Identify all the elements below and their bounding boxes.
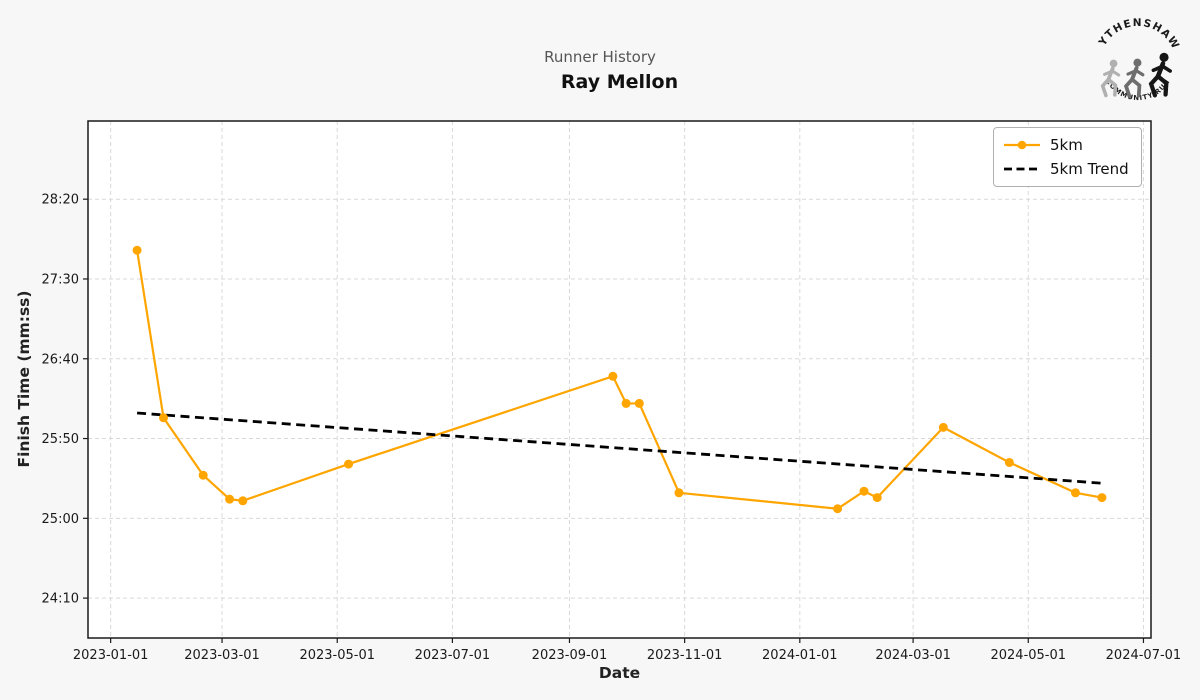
- x-tick-label: 2023-05-01: [299, 648, 375, 663]
- legend-series-sample: [1004, 140, 1040, 150]
- x-tick-label: 2024-05-01: [990, 648, 1066, 663]
- runner-icon: [1126, 59, 1143, 97]
- x-tick-label: 2023-07-01: [415, 648, 491, 663]
- x-tick-label: 2024-07-01: [1106, 648, 1182, 663]
- data-point-2024-06-09: [1097, 493, 1107, 503]
- legend-item-label: 5km: [1050, 136, 1083, 154]
- logo-top-text: WYTHENSHAWE: [1080, 8, 1182, 52]
- data-point-2023-01-15: [132, 245, 142, 255]
- legend-item-5km-trend: 5km Trend: [1003, 160, 1132, 178]
- y-tick-label: 25:00: [42, 512, 79, 527]
- y-tick-label: 26:40: [42, 352, 79, 367]
- x-tick-label: 2024-03-01: [875, 648, 951, 663]
- data-point-2024-03-17: [938, 422, 948, 432]
- data-point-2023-10-29: [674, 488, 684, 498]
- community-run-logo: WYTHENSHAWE COMMUNITY RUN: [1080, 8, 1182, 102]
- data-point-2024-02-11: [872, 493, 882, 503]
- x-tick-label: 2023-03-01: [184, 648, 260, 663]
- legend-trend-sample: [1004, 167, 1040, 171]
- legend-series-marker: [1017, 140, 1027, 150]
- x-tick-label: 2023-01-01: [73, 648, 149, 663]
- data-point-2024-01-21: [833, 504, 843, 514]
- data-point-2023-05-07: [344, 459, 354, 469]
- trend-line-5km: [136, 411, 1103, 485]
- x-tick-label: 2023-11-01: [647, 648, 723, 663]
- data-point-2023-10-08: [634, 398, 644, 408]
- data-point-2023-03-12: [238, 496, 248, 506]
- page-title: Ray Mellon: [560, 71, 679, 93]
- data-point-2023-02-19: [198, 470, 208, 480]
- x-axis-label: Date: [598, 664, 641, 682]
- y-tick-label: 24:10: [42, 592, 79, 607]
- y-tick-label: 25:50: [42, 432, 79, 447]
- x-tick-label: 2023-09-01: [532, 648, 608, 663]
- legend-item-label: 5km Trend: [1050, 160, 1129, 178]
- data-point-2023-09-24: [608, 371, 618, 381]
- y-axis-label: Finish Time (mm:ss): [15, 290, 33, 468]
- data-point-2024-02-04: [859, 486, 869, 496]
- chart-subtitle: Runner History: [544, 48, 656, 66]
- axes-spines: [87, 120, 1152, 639]
- x-tick-label: 2024-01-01: [762, 648, 838, 663]
- data-point-2024-04-21: [1004, 457, 1014, 467]
- data-point-2023-10-01: [621, 398, 631, 408]
- y-tick-label: 28:20: [42, 193, 79, 208]
- plot-area: [88, 121, 1151, 638]
- data-point-2023-03-05: [225, 494, 235, 504]
- data-point-2023-01-29: [159, 413, 169, 423]
- data-point-2024-05-26: [1070, 488, 1080, 498]
- y-tick-label: 27:30: [42, 272, 79, 287]
- legend: 5km 5km Trend: [993, 127, 1142, 187]
- legend-item-5km: 5km: [1003, 136, 1132, 154]
